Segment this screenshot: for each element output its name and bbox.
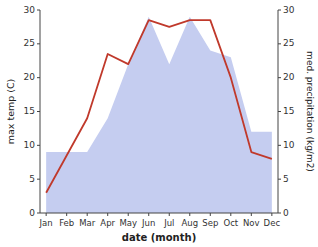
y-tick-label: 20: [24, 72, 36, 82]
x-tick-label: Dec: [264, 218, 281, 228]
x-tick: [230, 213, 231, 216]
y2-axis-label: med. precipitation (kg/m2): [305, 51, 315, 172]
y2-tick: [278, 145, 281, 146]
y2-tick-label: 20: [283, 72, 295, 82]
y-tick: [37, 10, 40, 11]
precipitation-area: [46, 17, 272, 213]
x-tick-label: Oct: [223, 218, 238, 228]
x-tick: [128, 213, 129, 216]
x-tick-label: Nov: [243, 218, 260, 228]
plot-area: [46, 17, 272, 213]
y-tick-label: 5: [29, 174, 35, 184]
x-tick: [46, 213, 47, 216]
y2-tick: [278, 10, 281, 11]
y-tick-label: 15: [24, 106, 35, 116]
y2-tick-label: 10: [283, 140, 295, 150]
y-tick: [37, 43, 40, 44]
x-tick-label: Aug: [181, 218, 198, 228]
chart: 0 5 10 15 20 25 30 0 5 10 15 20 25 30 Jan Feb Mar Apr May J…: [0, 0, 318, 247]
x-axis-label: date (month): [122, 232, 196, 243]
y2-tick: [278, 43, 281, 44]
x-tick-label: Apr: [100, 218, 115, 228]
temperature-line: [46, 20, 272, 193]
y2-tick-label: 5: [283, 174, 289, 184]
x-tick: [251, 213, 252, 216]
x-axis-line: [40, 213, 278, 214]
y-tick-label: 30: [24, 5, 36, 15]
x-tick: [189, 213, 190, 216]
x-tick-label: Mar: [79, 218, 96, 228]
x-tick-label: Jun: [141, 218, 155, 228]
y2-tick-label: 0: [283, 208, 289, 218]
y-tick-label: 25: [24, 38, 35, 48]
x-tick-label: Feb: [59, 218, 74, 228]
y-tick: [37, 179, 40, 180]
y2-tick-label: 25: [283, 38, 294, 48]
y2-tick: [278, 213, 281, 214]
x-tick: [107, 213, 108, 216]
x-tick-label: Sep: [202, 218, 218, 228]
y2-tick-label: 15: [283, 106, 294, 116]
x-tick: [66, 213, 67, 216]
y-tick-label: 0: [29, 208, 35, 218]
y-tick-label: 10: [24, 140, 36, 150]
y-tick: [37, 111, 40, 112]
x-tick: [169, 213, 170, 216]
x-tick: [148, 213, 149, 216]
y2-tick-label: 30: [283, 5, 295, 15]
y2-tick: [278, 77, 281, 78]
y-axis-label: max temp (C): [5, 79, 16, 145]
y-tick: [37, 77, 40, 78]
x-tick-label: May: [119, 218, 137, 228]
y2-tick: [278, 111, 281, 112]
x-tick-label: Jan: [39, 218, 53, 228]
x-tick: [210, 213, 211, 216]
y-tick: [37, 213, 40, 214]
x-tick-label: Jul: [163, 218, 174, 228]
x-tick: [87, 213, 88, 216]
x-tick: [271, 213, 272, 216]
y-tick: [37, 145, 40, 146]
y2-tick: [278, 179, 281, 180]
